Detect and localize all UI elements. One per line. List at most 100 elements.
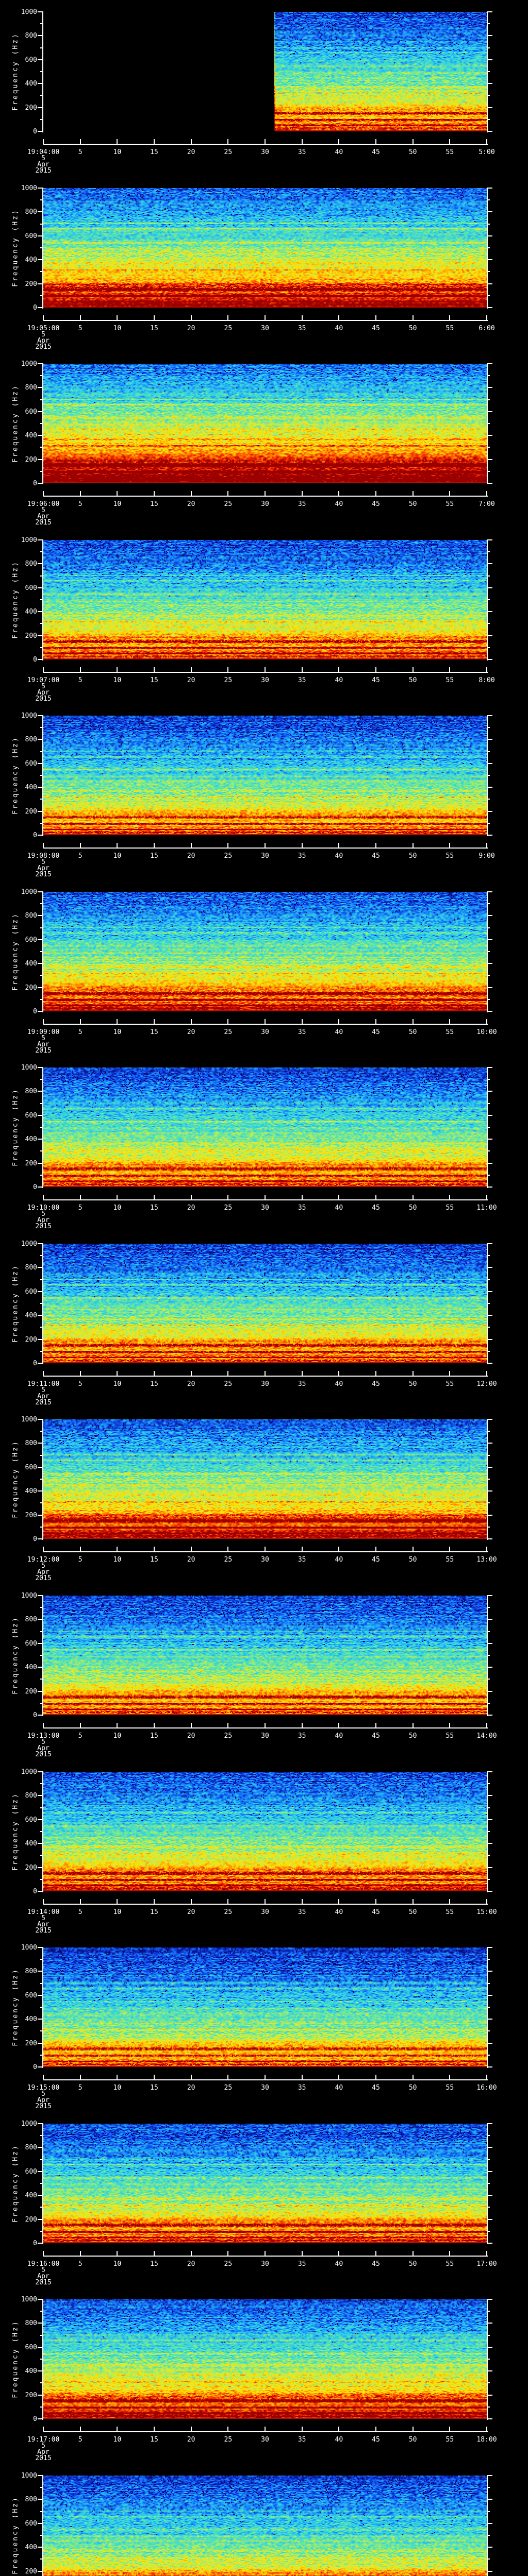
y-tick-label: 0 <box>33 832 37 840</box>
y-minor-tick <box>40 1807 43 1808</box>
x-major-tick <box>117 139 118 144</box>
x-major-tick <box>301 2427 303 2432</box>
x-tick-label: 30 <box>261 2084 269 2092</box>
y-minor-tick-right <box>487 1831 490 1832</box>
y-minor-tick <box>40 751 43 753</box>
x-tick-label: 40 <box>335 500 343 509</box>
y-major-tick <box>38 187 43 189</box>
y-major-tick-right <box>487 715 492 717</box>
y-minor-tick-right <box>487 1854 490 1856</box>
y-tick-label: 600 <box>25 584 37 592</box>
x-tick-label: 25 <box>224 1204 233 1212</box>
y-minor-tick-right <box>487 823 490 824</box>
x-tick-label: 45 <box>372 1908 380 1916</box>
y-minor-tick <box>40 951 43 952</box>
y-major-tick <box>38 2066 43 2068</box>
y-major-tick <box>38 563 43 564</box>
x-major-tick <box>486 315 487 320</box>
y-major-tick <box>38 1643 43 1645</box>
x-tick-label: 5 <box>78 1204 82 1212</box>
frequency-axis-label: Frequency (Hz) <box>11 208 20 287</box>
y-major-tick-right <box>487 763 492 765</box>
x-major-tick <box>117 2250 118 2256</box>
x-major-tick <box>486 491 487 496</box>
y-tick-label: 400 <box>25 256 37 264</box>
y-tick-label: 0 <box>33 2239 37 2247</box>
date-line-year: 2015 <box>35 1223 52 1231</box>
date-line-year: 2015 <box>35 167 52 175</box>
x-axis-line <box>43 1199 488 1201</box>
y-major-tick-right <box>487 1314 492 1316</box>
y-major-tick <box>38 2522 43 2524</box>
date-line-day: 5 <box>41 1034 45 1042</box>
x-major-tick <box>449 2250 451 2256</box>
x-tick-label: 50 <box>408 2436 417 2444</box>
y-minor-tick-right <box>487 423 490 425</box>
y-tick-label: 200 <box>25 2215 37 2224</box>
x-tick-label: 15 <box>150 1908 158 1916</box>
x-major-tick <box>375 2075 376 2080</box>
date-line-day: 5 <box>41 506 45 515</box>
x-end-time-label: 8:00 <box>478 676 495 684</box>
x-tick-label: 5 <box>78 852 82 860</box>
y-tick-label: 400 <box>25 2367 37 2376</box>
x-start-time-label: 19:10:00 <box>27 1204 60 1212</box>
x-major-tick <box>227 1019 229 1024</box>
x-major-tick <box>301 315 303 320</box>
y-minor-tick <box>40 1127 43 1128</box>
y-minor-tick <box>40 375 43 377</box>
x-major-tick <box>449 1899 451 1904</box>
y-major-tick <box>38 987 43 988</box>
y-major-tick <box>38 2475 43 2476</box>
y-tick-label: 200 <box>25 1688 37 1696</box>
x-tick-label: 10 <box>113 324 122 332</box>
y-major-tick <box>38 35 43 36</box>
y-minor-tick-right <box>487 599 490 600</box>
x-start-time-label: 19:09:00 <box>27 1028 60 1036</box>
y-major-tick <box>38 483 43 484</box>
x-major-tick <box>486 667 487 672</box>
x-start-time-label: 19:15:00 <box>27 2084 60 2092</box>
y-major-tick-right <box>487 1971 492 1972</box>
x-tick-label: 50 <box>408 500 417 509</box>
x-major-tick <box>412 1547 414 1552</box>
y-major-tick-right <box>487 587 492 588</box>
frequency-axis-label: Frequency (Hz) <box>11 1440 20 1519</box>
y-major-tick-right <box>487 2218 492 2220</box>
x-tick-label: 40 <box>335 1732 343 1740</box>
x-major-tick <box>43 1899 44 1904</box>
y-tick-label: 1000 <box>21 184 37 192</box>
x-tick-label: 50 <box>408 1732 417 1740</box>
y-minor-tick <box>40 1959 43 1960</box>
x-tick-label: 20 <box>187 324 195 332</box>
y-tick-label: 200 <box>25 2040 37 2048</box>
y-tick-label: 400 <box>25 1136 37 1144</box>
y-major-tick-right <box>487 1643 492 1645</box>
y-tick-label: 200 <box>25 1863 37 1872</box>
y-tick-label: 800 <box>25 1088 37 1096</box>
x-major-tick <box>227 667 229 672</box>
x-major-tick <box>412 1195 414 1200</box>
x-tick-label: 35 <box>298 148 306 156</box>
y-tick-label: 1000 <box>21 1416 37 1424</box>
date-line-year: 2015 <box>35 519 52 527</box>
y-minor-tick-right <box>487 903 490 904</box>
x-tick-label: 50 <box>408 1908 417 1916</box>
y-minor-tick <box>40 2486 43 2488</box>
x-tick-label: 20 <box>187 1204 195 1212</box>
y-minor-tick <box>40 575 43 577</box>
x-major-tick <box>449 667 451 672</box>
y-major-tick <box>38 739 43 740</box>
x-tick-label: 5 <box>78 1908 82 1916</box>
y-minor-tick-right <box>487 47 490 48</box>
y-major-tick <box>38 539 43 540</box>
y-major-tick-right <box>487 1947 492 1948</box>
x-start-time-label: 19:08:00 <box>27 852 60 860</box>
y-tick-label: 1000 <box>21 712 37 720</box>
date-line-month: Apr <box>37 2096 50 2105</box>
y-major-tick-right <box>487 658 492 660</box>
y-minor-tick-right <box>487 2311 490 2312</box>
x-end-time-label: 16:00 <box>476 2084 497 2092</box>
